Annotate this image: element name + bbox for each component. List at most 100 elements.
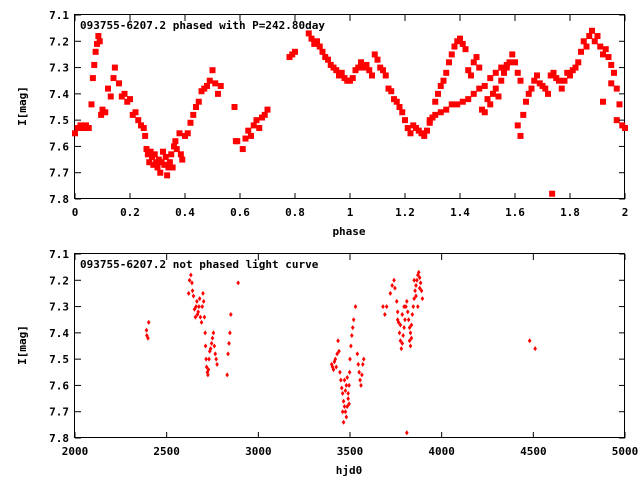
unphased-data-point	[409, 335, 414, 341]
phased-data-point	[102, 109, 109, 116]
phased-x-tick-label: 1.6	[505, 206, 525, 219]
phased-data-point	[517, 132, 524, 139]
phased-data-point	[613, 85, 620, 92]
phased-data-point	[402, 117, 408, 124]
phased-data-point	[179, 156, 186, 163]
phased-data-point	[140, 125, 147, 132]
phased-data-point	[206, 77, 213, 84]
unphased-data-point	[346, 396, 350, 402]
phased-x-tick-label: 0.8	[285, 206, 305, 219]
phased-data-point	[393, 98, 400, 105]
phased-data-point	[622, 125, 628, 132]
phased-light-curve-plot: 0 0.2 0.4 0.6 0.8 1 1.2 1.4 1.6 1.8 2 7.1 7.2 7.3 7.4…	[16, 9, 628, 238]
unphased-data-points	[144, 269, 537, 436]
unphased-data-point	[337, 348, 341, 354]
unphased-data-point	[388, 290, 393, 296]
unphased-data-point	[329, 361, 334, 367]
phased-data-point	[215, 90, 221, 97]
phased-data-point	[173, 146, 180, 153]
unphased-data-point	[193, 314, 198, 320]
phased-data-point	[498, 64, 505, 71]
phased-data-point	[154, 164, 161, 171]
unphased-data-point	[236, 280, 240, 286]
unphased-data-point	[144, 327, 149, 333]
unphased-x-tick-label: 4500	[520, 445, 547, 458]
unphased-y-tick-label: 7.3	[49, 301, 69, 314]
unphased-data-point	[195, 311, 200, 317]
phased-data-point	[468, 72, 474, 79]
phased-data-point	[424, 127, 430, 134]
unphased-data-point	[405, 309, 410, 315]
phased-data-point	[157, 169, 164, 176]
unphased-data-point	[342, 403, 347, 409]
phased-data-point	[374, 56, 381, 63]
unphased-x-tick-label: 5000	[612, 445, 639, 458]
unphased-data-point	[200, 304, 205, 310]
phased-data-point	[520, 111, 527, 118]
unphased-data-point	[414, 293, 418, 299]
phased-data-point	[421, 132, 428, 139]
unphased-x-axis-ticks: 2000 2500 3000 3500 4000 4500 5000	[62, 254, 639, 458]
unphased-data-point	[229, 311, 233, 317]
unphased-data-point	[413, 288, 417, 294]
unphased-data-point	[333, 356, 338, 362]
unphased-data-point	[204, 364, 209, 370]
unphased-data-point	[400, 311, 405, 317]
phased-data-point	[558, 85, 565, 92]
unphased-data-point	[414, 283, 418, 289]
phased-data-point	[209, 67, 216, 74]
unphased-data-point	[206, 372, 210, 378]
phased-y-axis-label: I[mag]	[16, 86, 29, 126]
phased-data-point	[111, 64, 118, 71]
phased-data-point	[204, 82, 210, 89]
unphased-data-point	[146, 335, 150, 341]
unphased-data-point	[226, 351, 230, 357]
phased-data-point	[462, 46, 469, 53]
unphased-y-tick-label: 7.8	[49, 432, 69, 445]
unphased-data-point	[417, 275, 422, 281]
unphased-data-point	[202, 314, 207, 320]
unphased-data-point	[353, 304, 358, 310]
phased-data-point	[407, 130, 414, 137]
phased-data-point	[363, 61, 370, 68]
phased-data-point	[487, 101, 494, 108]
unphased-data-point	[392, 277, 396, 283]
phased-data-point	[161, 161, 168, 168]
unphased-data-point	[204, 356, 208, 362]
phased-data-point	[95, 33, 102, 40]
phased-data-point	[503, 61, 510, 68]
phased-data-point	[234, 138, 241, 145]
unphased-y-tick-label: 7.6	[49, 379, 69, 392]
phased-data-point	[600, 98, 606, 105]
phased-data-point	[608, 61, 615, 68]
phased-x-tick-label: 1.4	[450, 206, 470, 219]
phased-data-point	[514, 69, 521, 76]
unphased-data-point	[195, 298, 199, 304]
phased-data-point	[121, 90, 128, 97]
phased-data-point	[501, 69, 507, 76]
unphased-y-axis-label: I[mag]	[16, 325, 29, 365]
phased-data-point	[512, 59, 518, 66]
phased-data-point	[245, 127, 252, 134]
phased-data-point	[143, 146, 150, 153]
phased-x-tick-label: 0.4	[175, 206, 195, 219]
phased-data-point	[355, 64, 362, 71]
phased-data-point	[534, 72, 540, 79]
unphased-data-point	[394, 298, 399, 304]
phased-data-point	[492, 69, 499, 76]
unphased-data-point	[213, 351, 218, 357]
phased-data-point	[454, 101, 461, 108]
phased-x-tick-label: 0.2	[120, 206, 140, 219]
phased-data-point	[426, 117, 433, 124]
unphased-data-point	[405, 430, 409, 436]
unphased-data-point	[408, 343, 413, 349]
unphased-data-point	[402, 325, 406, 331]
unphased-data-point	[334, 364, 339, 370]
phased-data-point	[349, 75, 356, 82]
phased-data-point	[85, 125, 92, 132]
phased-data-point	[116, 80, 122, 87]
unphased-x-axis-label: hjd0	[336, 464, 363, 477]
phased-data-point	[435, 90, 441, 97]
phased-data-point	[484, 96, 491, 103]
phased-data-point	[594, 33, 601, 40]
